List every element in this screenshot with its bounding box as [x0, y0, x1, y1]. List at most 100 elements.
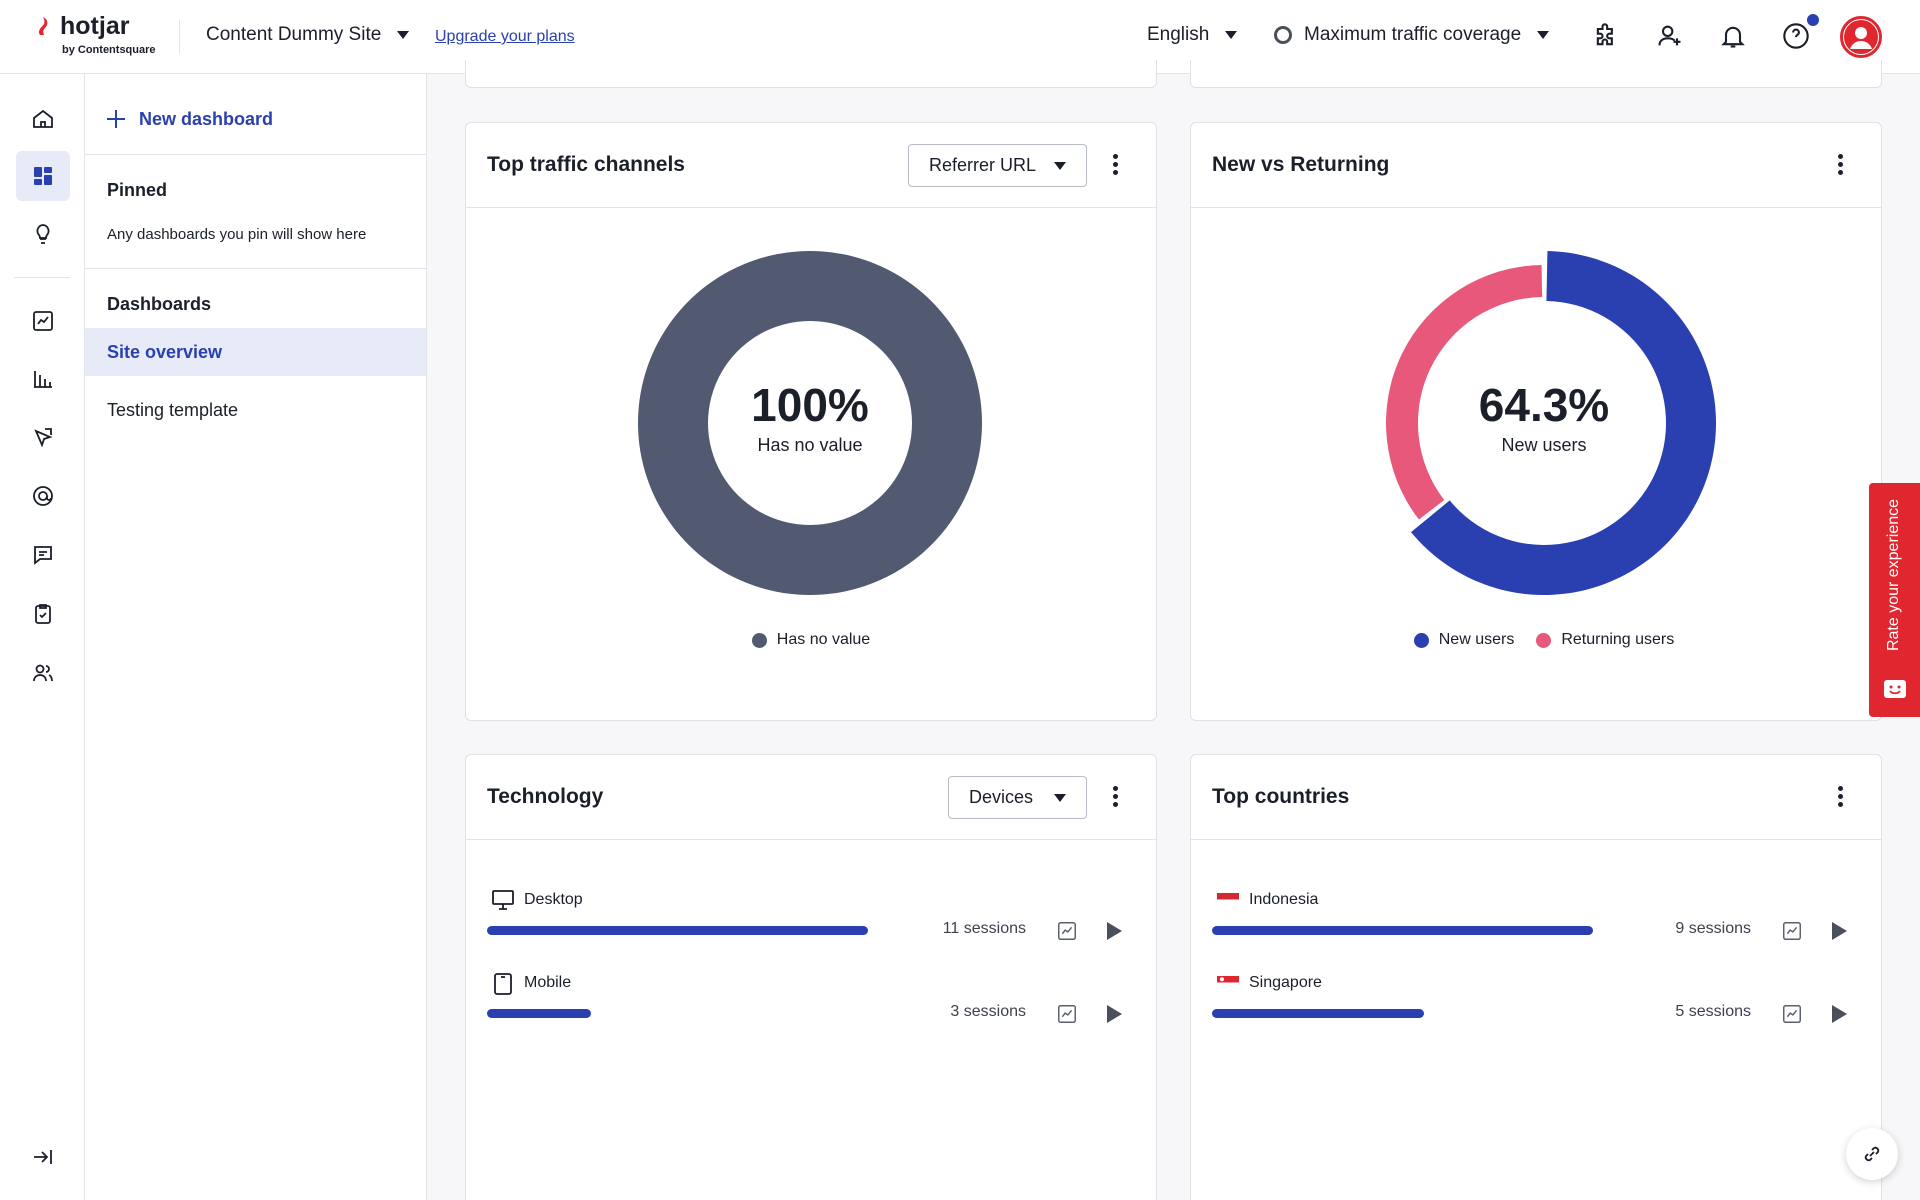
- trend-chart-icon: [1058, 1005, 1076, 1023]
- language-selector[interactable]: English: [1147, 24, 1238, 46]
- hotjar-flame-icon: [39, 17, 48, 35]
- center-label: Has no value: [757, 435, 863, 455]
- list-item[interactable]: Mobile 3 sessions: [466, 973, 1156, 1043]
- donut-slice[interactable]: [1411, 251, 1716, 595]
- donut-center: 64.3% New users: [1372, 379, 1716, 456]
- play-recordings-button[interactable]: [1107, 1005, 1122, 1023]
- chevron-down-icon: [1537, 31, 1550, 39]
- card-header: New vs Returning: [1191, 123, 1881, 208]
- trends-button[interactable]: [1781, 1003, 1803, 1030]
- sessions-count: 11 sessions: [942, 920, 1026, 937]
- plus-icon: [107, 110, 125, 128]
- divider: [85, 154, 426, 155]
- heatmaps-nav[interactable]: [16, 413, 70, 463]
- devices-dropdown[interactable]: Devices: [948, 776, 1087, 819]
- list-item[interactable]: Indonesia 9 sessions: [1191, 890, 1881, 960]
- recordings-nav[interactable]: [16, 471, 70, 521]
- new-dashboard-button[interactable]: New dashboard: [105, 108, 273, 130]
- sessions-bar: [1212, 926, 1593, 935]
- legend-swatch: [751, 632, 767, 648]
- donut-slice[interactable]: [1386, 265, 1543, 520]
- center-label: New users: [1501, 435, 1587, 455]
- trends-button[interactable]: [1056, 1003, 1078, 1030]
- share-link-button[interactable]: [1846, 1128, 1898, 1180]
- indonesia-flag-icon: [1217, 893, 1239, 906]
- help-button[interactable]: [1782, 22, 1810, 55]
- surveys-nav[interactable]: [16, 589, 70, 639]
- sidebar-item-testing-template[interactable]: Testing template: [85, 386, 426, 434]
- play-recordings-button[interactable]: [1107, 922, 1122, 940]
- chevron-down-icon: [1225, 31, 1238, 39]
- play-recordings-button[interactable]: [1832, 1005, 1847, 1023]
- puzzle-icon: [1596, 23, 1613, 46]
- logo-subtitle: by Contentsquare: [62, 44, 156, 56]
- traffic-donut-chart: [638, 251, 982, 595]
- icon-rail: [0, 74, 85, 1200]
- sidebar-item-site-overview[interactable]: Site overview: [85, 328, 426, 376]
- notifications-button[interactable]: [1719, 22, 1747, 55]
- card-title: Technology: [487, 785, 604, 808]
- more-options-button[interactable]: [1112, 786, 1118, 807]
- more-options-button[interactable]: [1837, 786, 1843, 807]
- referrer-dropdown[interactable]: Referrer URL: [908, 144, 1087, 187]
- site-name: Content Dummy Site: [206, 24, 382, 45]
- home-nav[interactable]: [16, 94, 70, 144]
- funnels-nav[interactable]: [16, 354, 70, 404]
- desktop-icon: [492, 890, 514, 910]
- add-user-icon: [1658, 25, 1681, 46]
- pinned-hint: Any dashboards you pin will show here: [107, 226, 367, 243]
- more-options-button[interactable]: [1837, 154, 1843, 175]
- traffic-coverage-selector[interactable]: Maximum traffic coverage: [1274, 24, 1550, 46]
- invite-user-button[interactable]: [1656, 22, 1684, 55]
- users-icon: [33, 664, 53, 682]
- feedback-nav[interactable]: [16, 530, 70, 580]
- insights-nav[interactable]: [16, 209, 70, 259]
- trend-chart-icon: [1058, 922, 1076, 940]
- dashboards-sidebar: New dashboard Pinned Any dashboards you …: [85, 74, 427, 1200]
- traffic-coverage-label: Maximum traffic coverage: [1304, 24, 1522, 45]
- heatmap-icon: [34, 428, 53, 448]
- mobile-icon: [494, 973, 512, 995]
- card-header: Technology Devices: [466, 755, 1156, 840]
- card-partial: [465, 60, 1157, 88]
- chevron-down-icon: [1054, 793, 1066, 802]
- trends-button[interactable]: [1056, 920, 1078, 947]
- top-traffic-channels-card: Top traffic channels Referrer URL 100% H…: [465, 122, 1157, 721]
- play-recordings-button[interactable]: [1832, 922, 1847, 940]
- legend-swatch: [1413, 632, 1429, 648]
- notification-dot: [1807, 14, 1819, 26]
- new-dashboard-label: New dashboard: [139, 108, 274, 129]
- card-title: New vs Returning: [1212, 153, 1390, 176]
- list-item[interactable]: Singapore 5 sessions: [1191, 973, 1881, 1043]
- card-title: Top countries: [1212, 785, 1350, 808]
- singapore-flag-icon: [1217, 976, 1239, 989]
- donut-slice[interactable]: [638, 251, 982, 595]
- trends-button[interactable]: [1781, 920, 1803, 947]
- rate-experience-tab[interactable]: Rate your experience: [1869, 483, 1920, 717]
- user-avatar-icon: [1844, 20, 1878, 54]
- upgrade-link[interactable]: Upgrade your plans: [435, 28, 575, 45]
- bell-icon: [1721, 26, 1745, 48]
- interviews-nav[interactable]: [16, 648, 70, 698]
- list-item[interactable]: Desktop 11 sessions: [466, 890, 1156, 960]
- row-label: Mobile: [524, 974, 572, 991]
- row-label: Indonesia: [1249, 891, 1319, 908]
- trends-nav[interactable]: [16, 296, 70, 346]
- dashboards-nav[interactable]: [16, 151, 70, 201]
- new-vs-returning-card: New vs Returning 64.3% New users New use…: [1190, 122, 1882, 721]
- sessions-bar: [487, 926, 868, 935]
- row-label: Singapore: [1249, 974, 1322, 991]
- funnel-bars-icon: [34, 371, 52, 388]
- rail-divider: [14, 277, 70, 278]
- expand-sidebar-button[interactable]: [16, 1132, 70, 1182]
- home-icon: [33, 109, 53, 128]
- chart-legend: New users Returning users: [1191, 631, 1897, 649]
- logo-text: hotjar: [60, 12, 130, 40]
- integrations-button[interactable]: [1592, 22, 1620, 55]
- dashboards-heading: Dashboards: [107, 294, 212, 314]
- site-selector[interactable]: Content Dummy Site: [206, 24, 410, 46]
- card-partial: [1190, 60, 1882, 88]
- avatar[interactable]: [1840, 16, 1882, 58]
- legend-label: New users: [1438, 631, 1515, 648]
- more-options-button[interactable]: [1112, 154, 1118, 175]
